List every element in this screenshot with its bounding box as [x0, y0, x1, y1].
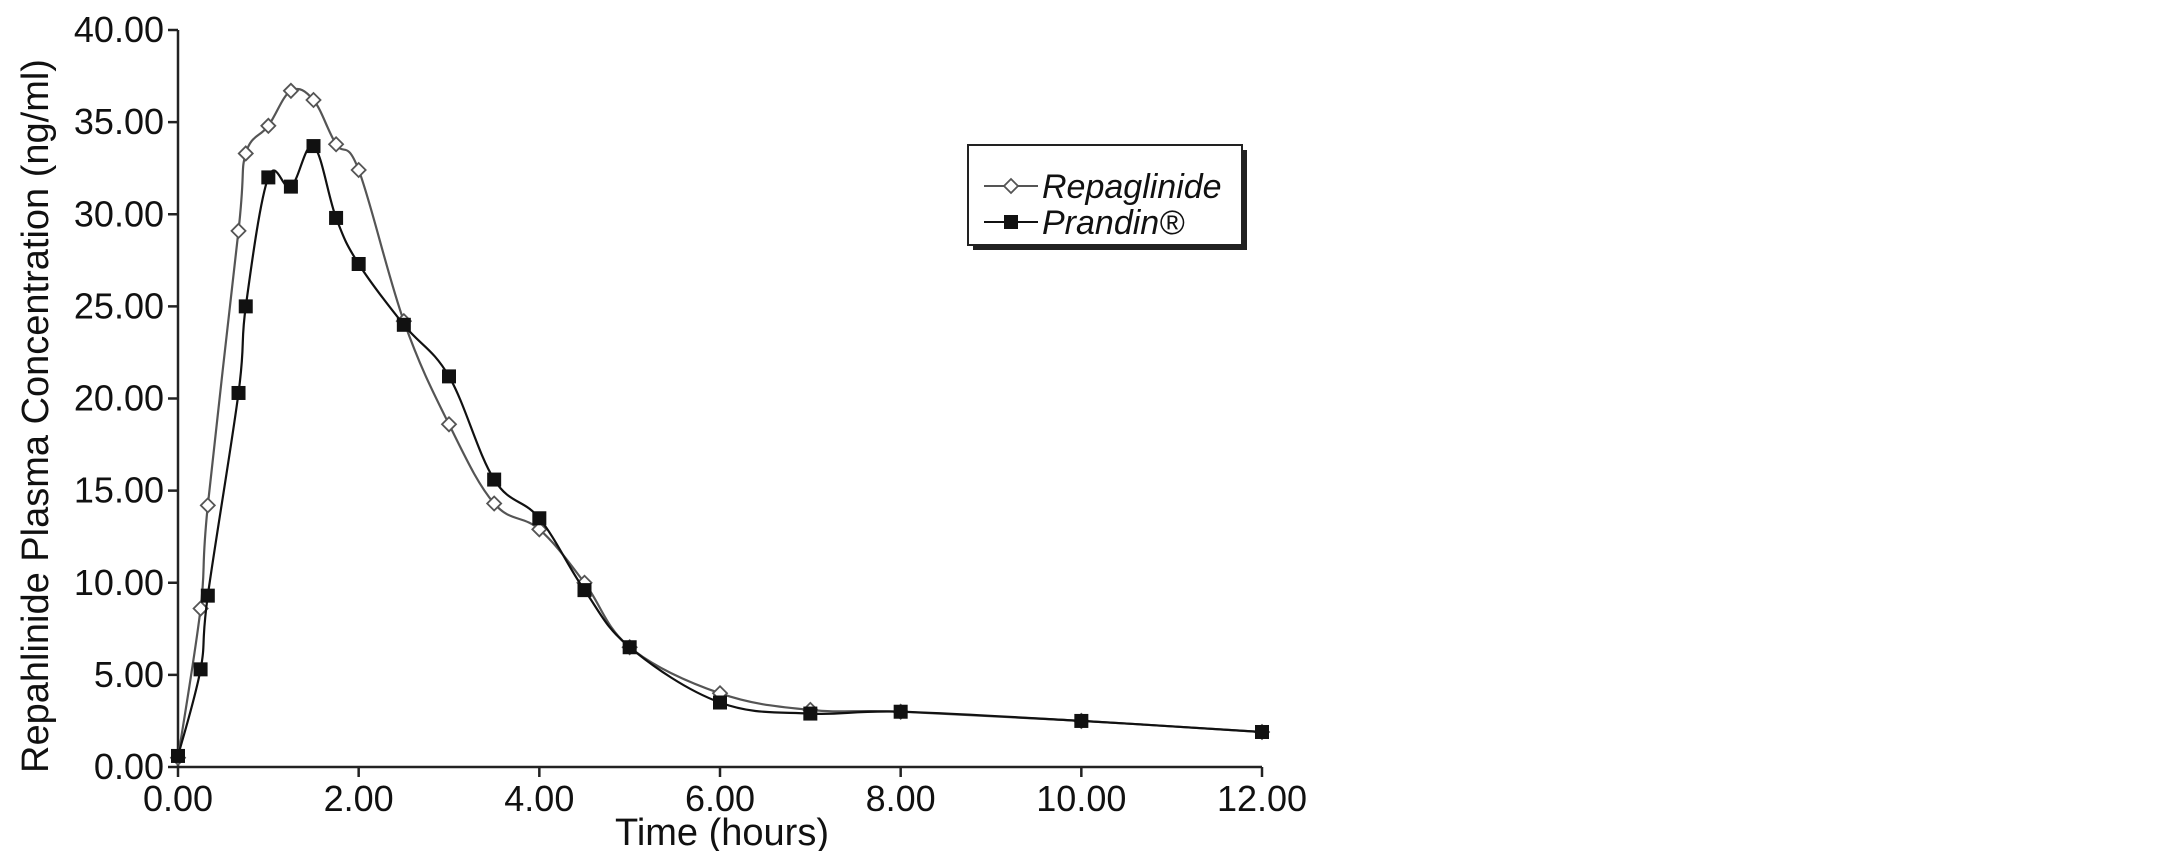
x-tick-label: 2.00: [324, 778, 394, 819]
legend-entry: Prandin®: [984, 204, 1185, 242]
data-point: [283, 179, 298, 194]
data-point: [199, 497, 217, 514]
legend-marker: [1002, 177, 1020, 195]
data-point: [261, 170, 276, 185]
y-ticks: 0.00 5.00 10.00 15.00 20.00 25.00 30.00 35.00 40…: [74, 9, 178, 787]
y-tick-label: 10.00: [74, 562, 164, 603]
x-tick-label: 8.00: [866, 778, 936, 819]
x-axis-title: Time (hours): [615, 812, 829, 851]
y-tick-label: 25.00: [74, 285, 164, 326]
y-tick-label: 35.00: [74, 101, 164, 142]
data-point: [713, 695, 727, 710]
data-point: [1255, 724, 1269, 739]
data-point: [622, 640, 637, 655]
data-point: [282, 82, 300, 100]
data-point: [485, 495, 503, 512]
x-tick-label: 4.00: [504, 778, 574, 819]
data-point: [350, 161, 367, 179]
y-tick-label: 5.00: [94, 654, 164, 695]
x-tick-label: 12.00: [1217, 778, 1307, 819]
data-point: [351, 256, 366, 271]
data-point: [237, 145, 255, 162]
series-prandin: [171, 139, 1269, 763]
x-tick-label: 10.00: [1036, 778, 1126, 819]
data-point: [1074, 713, 1089, 728]
y-tick-label: 30.00: [74, 193, 164, 234]
data-point: [577, 583, 592, 598]
y-tick-label: 15.00: [74, 470, 164, 511]
legend-label: Repaglinide: [1042, 168, 1222, 206]
data-point: [231, 385, 246, 400]
legend-entry: Repaglinide: [984, 168, 1222, 206]
y-tick-label: 0.00: [94, 746, 164, 787]
legend-label: Prandin®: [1042, 204, 1185, 242]
data-point: [200, 588, 215, 603]
data-point: [803, 706, 818, 721]
x-tick-label: 6.00: [685, 778, 755, 819]
data-point: [442, 369, 456, 384]
data-point: [230, 222, 247, 240]
data-point: [329, 210, 344, 225]
y-tick-label: 40.00: [74, 9, 164, 50]
data-point: [193, 662, 208, 677]
data-point: [893, 704, 908, 719]
y-axis-title: Repahlinide Plasma Concentration (ng/ml): [15, 59, 57, 773]
data-point: [532, 511, 547, 526]
data-point: [305, 91, 322, 109]
y-tick-label: 20.00: [74, 378, 164, 419]
data-point: [260, 117, 277, 135]
series-layer: [169, 82, 1271, 767]
legend-marker: [1004, 215, 1018, 229]
data-point: [531, 521, 548, 538]
x-ticks: 0.00 2.00 4.00 6.00 8.00 10.00 12.00: [143, 767, 1307, 819]
data-point: [396, 317, 411, 332]
data-point: [440, 416, 458, 433]
data-point: [238, 299, 253, 314]
data-point: [171, 748, 185, 763]
data-point: [192, 600, 209, 617]
data-point: [487, 472, 502, 487]
data-point: [327, 135, 345, 153]
data-point: [306, 139, 321, 154]
x-tick-label: 0.00: [143, 778, 213, 819]
